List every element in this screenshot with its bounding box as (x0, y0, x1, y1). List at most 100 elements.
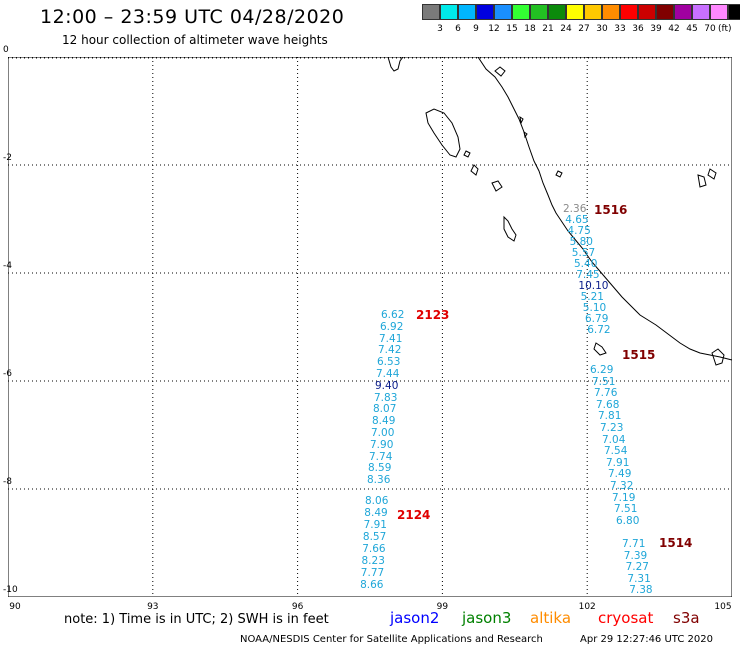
color-swatch (476, 4, 494, 20)
footer-credit: NOAA/NESDIS Center for Satellite Applica… (240, 634, 543, 645)
color-swatch (692, 4, 710, 20)
wave-height-value: 7.83 (374, 391, 398, 404)
island-east-1 (697, 174, 707, 188)
lake-outline (494, 66, 506, 77)
color-scale-label: 3 (437, 24, 443, 34)
color-swatch (530, 4, 548, 20)
island-tres-marias (425, 108, 461, 158)
longitude-label: 96 (291, 602, 304, 612)
wave-height-value: 6.53 (377, 356, 401, 369)
satellite-name: s3a (673, 609, 700, 627)
color-scale-label: 42 (668, 24, 680, 34)
latitude-label: -2 (3, 153, 12, 163)
latitude-label: -6 (3, 369, 12, 379)
page-title: 12:00 – 23:59 UTC 04/28/2020 (40, 6, 345, 28)
wave-height-value: 7.71 (622, 538, 646, 550)
wave-height-value: 5.21 (580, 291, 604, 303)
wave-height-value: 7.04 (602, 433, 626, 446)
wave-height-value: 7.81 (598, 410, 622, 423)
wave-height-value: 8.06 (365, 495, 389, 507)
wave-height-value: 7.27 (625, 561, 649, 574)
page-subtitle: 12 hour collection of altimeter wave hei… (62, 33, 328, 47)
color-swatch (710, 4, 728, 20)
color-swatch (674, 4, 692, 20)
color-scale-label: 70 (704, 24, 716, 34)
wave-height-value: 6.62 (381, 309, 405, 321)
island-small-2 (470, 164, 479, 176)
wave-height-value: 5.57 (571, 247, 596, 259)
wave-height-value: 7.44 (376, 368, 400, 380)
wave-height-value: 7.51 (614, 503, 638, 516)
wave-height-value: 7.45 (576, 269, 600, 281)
wave-height-value: 7.39 (623, 549, 648, 562)
color-swatch (422, 4, 440, 20)
color-scale-label: 30 (596, 24, 608, 34)
coastline (387, 57, 732, 366)
track-time-label: 2124 (397, 508, 431, 522)
wave-height-value: 7.90 (370, 438, 394, 451)
wave-height-value: 7.66 (362, 543, 386, 555)
wave-height-value: 6.29 (590, 364, 614, 376)
wave-height-value: 8.36 (367, 474, 391, 487)
latitude-label: -4 (3, 261, 12, 271)
track-time-label: 1516 (594, 203, 628, 217)
color-swatch (440, 4, 458, 20)
color-scale-label: 33 (614, 24, 626, 34)
wave-height-value: 7.76 (594, 387, 618, 400)
wave-height-value: 8.07 (373, 403, 397, 416)
color-scale-label: 15 (506, 24, 518, 34)
wave-height-value: 7.42 (378, 344, 402, 357)
wave-height-value: 8.59 (368, 462, 392, 475)
island-small-3 (491, 180, 503, 192)
wave-height-value: 6.92 (380, 320, 404, 333)
track-time-label: 2123 (416, 308, 450, 322)
wave-height-value: 9.40 (375, 379, 399, 392)
wave-height-value: 6.79 (585, 313, 609, 325)
longitude-label: 90 (9, 602, 21, 612)
wave-height-map (8, 57, 732, 597)
wave-height-value: 7.31 (627, 572, 651, 585)
island-east-5 (593, 342, 607, 356)
wave-height-value: 5.80 (569, 236, 593, 248)
color-swatch (602, 4, 620, 20)
wave-height-value: 8.49 (364, 507, 388, 519)
longitude-label: 93 (147, 602, 159, 612)
island-southeast (503, 215, 517, 242)
note-text: note: 1) Time is in UTC; 2) SWH is in fe… (64, 612, 329, 627)
wave-height-value: 7.91 (363, 519, 387, 531)
color-swatch (638, 4, 656, 20)
island-east-2 (707, 168, 717, 180)
track-time-label: 1514 (659, 536, 693, 550)
color-swatch (620, 4, 638, 20)
wave-height-value: 7.41 (379, 332, 403, 345)
wave-height-value: 8.66 (360, 579, 384, 591)
color-scale-label: 24 (560, 24, 572, 34)
track-time-label: 1515 (622, 348, 656, 362)
latitude-label: -10 (3, 585, 18, 595)
color-scale-label: 21 (542, 24, 554, 34)
island-small-1 (463, 150, 471, 158)
color-scale-label: 18 (524, 24, 536, 34)
wave-height-value: 7.00 (371, 427, 395, 439)
satellite-name: cryosat (598, 609, 654, 627)
color-scale-unit: (ft) (718, 24, 732, 34)
peninsula-top-outline (387, 57, 404, 72)
generation-timestamp: Apr 29 12:27:46 UTC 2020 (580, 634, 713, 645)
lat-lon-grid (8, 57, 732, 597)
wave-height-value: 7.74 (369, 450, 393, 463)
color-scale-label: 45 (686, 24, 698, 34)
mainland-coastline (477, 57, 732, 361)
wave-height-value: 7.49 (608, 468, 632, 481)
island-east-3 (711, 348, 725, 366)
wave-height-value: 7.38 (629, 584, 653, 597)
wave-height-value: 7.32 (610, 480, 634, 492)
island-east-4 (555, 170, 563, 178)
wave-height-value: 10.10 (578, 280, 609, 292)
color-swatch (584, 4, 602, 20)
wave-height-value: 7.23 (600, 422, 624, 434)
longitude-label: 99 (436, 602, 449, 612)
satellite-name: jason3 (462, 609, 512, 627)
color-scale-label: 6 (455, 24, 461, 34)
small-islands-coast (519, 115, 528, 139)
color-scale-label: 36 (632, 24, 644, 34)
